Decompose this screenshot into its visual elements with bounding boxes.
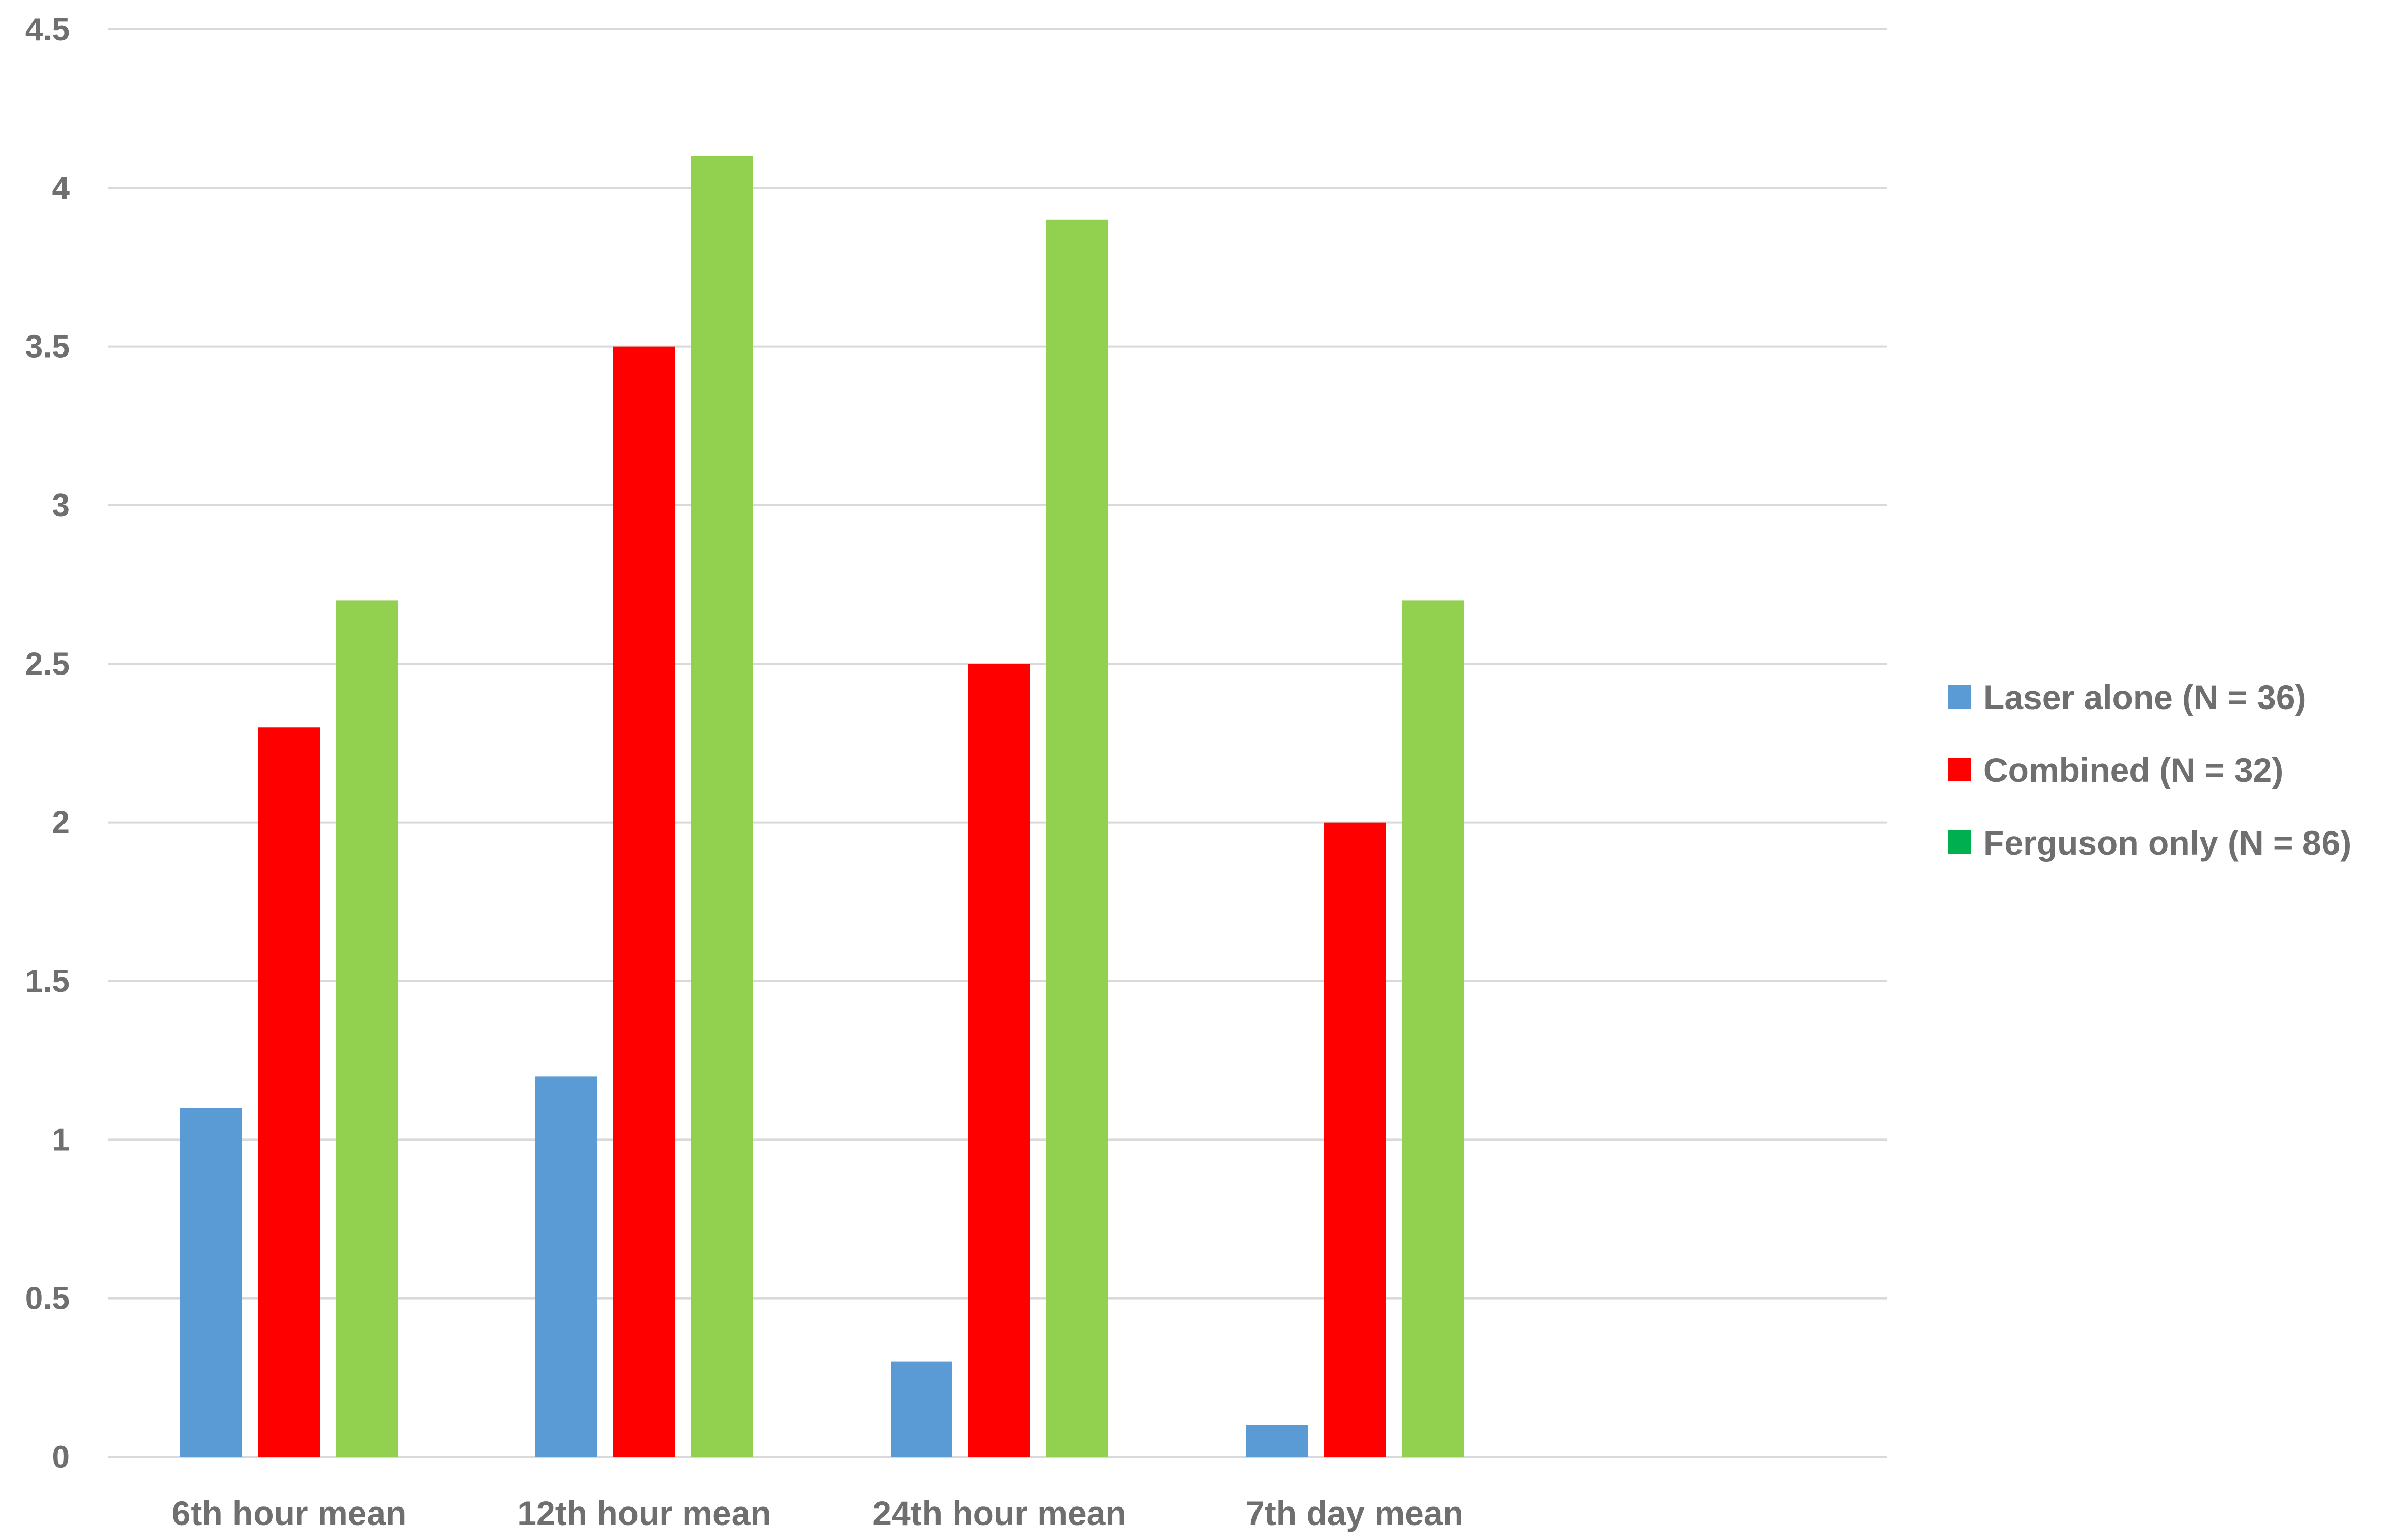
y-tick-label: 1.5 — [25, 964, 70, 999]
y-tick-label: 4 — [52, 170, 70, 206]
bars — [180, 156, 1464, 1457]
y-tick-label: 0 — [52, 1439, 70, 1475]
x-category-label: 6th hour mean — [172, 1494, 407, 1532]
bar-1-4 — [1246, 1425, 1308, 1457]
legend-label: Combined (N = 32) — [1983, 751, 2283, 789]
bar-1-2 — [535, 1076, 597, 1457]
x-category-label: 7th day mean — [1246, 1494, 1464, 1532]
bar-2-2 — [613, 346, 675, 1457]
y-tick-label: 0.5 — [25, 1281, 70, 1317]
legend-label: Laser alone (N = 36) — [1983, 678, 2306, 716]
x-axis-categories: 6th hour mean 12th hour mean 24th hour mea… — [172, 1494, 1464, 1532]
y-tick-label: 3.5 — [25, 329, 70, 365]
y-tick-label: 1 — [52, 1122, 70, 1158]
bar-2-1 — [258, 727, 320, 1457]
bar-1-3 — [891, 1361, 952, 1457]
x-category-label: 12th hour mean — [517, 1494, 771, 1532]
bar-2-3 — [968, 664, 1030, 1457]
bar-3-2 — [691, 156, 753, 1457]
x-category-label: 24th hour mean — [872, 1494, 1126, 1532]
y-tick-label: 2 — [52, 805, 70, 841]
legend-swatch — [1948, 830, 1971, 854]
bar-2-4 — [1324, 822, 1386, 1457]
y-tick-label: 4.5 — [25, 12, 70, 47]
legend-swatch — [1948, 758, 1971, 781]
bar-1-1 — [180, 1108, 242, 1457]
y-tick-label: 3 — [52, 488, 70, 523]
legend: Laser alone (N = 36) Combined (N = 32) Fer… — [1948, 678, 2351, 862]
legend-swatch — [1948, 685, 1971, 709]
bar-3-3 — [1046, 219, 1108, 1457]
legend-label: Ferguson only (N = 86) — [1983, 824, 2351, 862]
bar-3-1 — [336, 600, 398, 1457]
y-tick-label: 2.5 — [25, 646, 70, 682]
y-axis-ticks: 0 0.5 1 1.5 2 2.5 3 3.5 4 4.5 — [25, 12, 70, 1475]
bar-3-4 — [1402, 600, 1464, 1457]
